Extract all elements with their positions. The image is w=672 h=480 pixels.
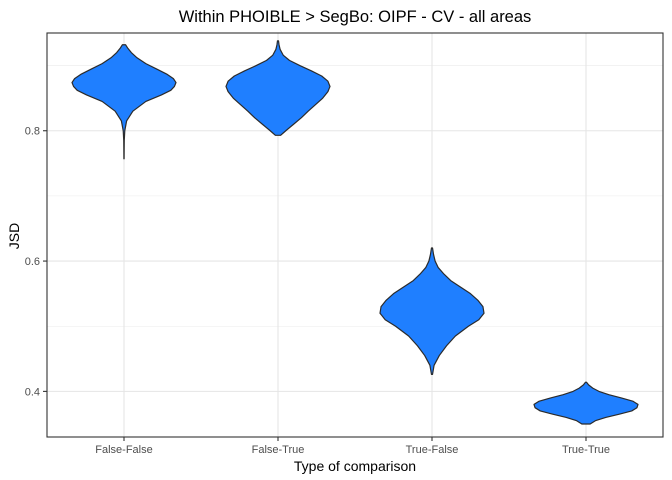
panel-border bbox=[46, 32, 664, 438]
violin-true-true bbox=[533, 381, 639, 425]
violin-true-false bbox=[379, 247, 485, 376]
x-tick-label: False-True bbox=[252, 444, 305, 456]
x-tick-label: True-True bbox=[562, 444, 610, 456]
plot-area: 0.4 0.6 0.8 False-False False-True True-False… bbox=[25, 32, 664, 456]
x-tick-label: True-False bbox=[406, 444, 459, 456]
y-tick-label: 0.6 bbox=[25, 256, 40, 268]
y-tick-label: 0.8 bbox=[25, 126, 40, 138]
y-axis-title: JSD bbox=[6, 223, 22, 249]
y-tick-label: 0.4 bbox=[25, 386, 40, 398]
chart-title: Within PHOIBLE > SegBo: OIPF - CV - all … bbox=[179, 8, 532, 26]
violin-false-true bbox=[225, 40, 331, 136]
x-tick-label: False-False bbox=[95, 444, 152, 456]
violin-false-false bbox=[71, 44, 177, 160]
x-axis-title: Type of comparison bbox=[294, 458, 416, 474]
